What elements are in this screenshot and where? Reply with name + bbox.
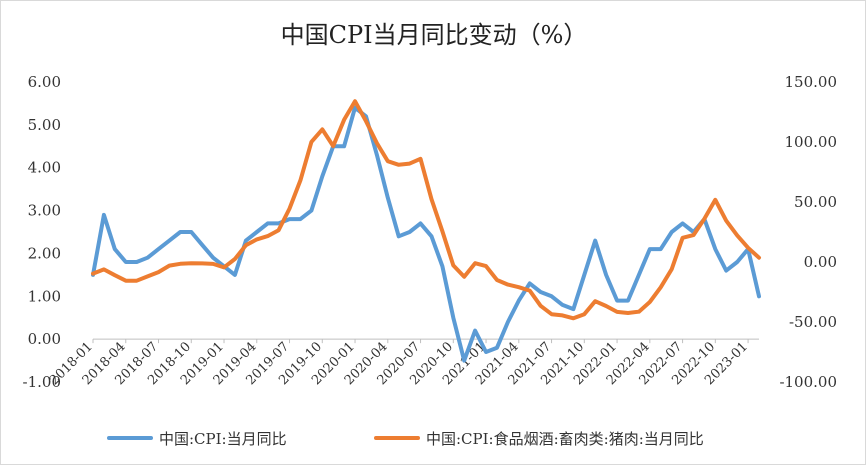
y-right-tick-label: 50.00 bbox=[794, 193, 837, 211]
y-left-tick-label: 5.00 bbox=[28, 116, 61, 134]
y-left-tick-label: 1.00 bbox=[28, 287, 61, 305]
y-right-tick-label: -100.00 bbox=[779, 373, 837, 391]
chart-title: 中国CPI当月同比变动（%） bbox=[281, 21, 588, 49]
series-line-1 bbox=[91, 105, 761, 363]
y-left-tick-label: 2.00 bbox=[28, 244, 61, 262]
y-right-tick-label: 0.00 bbox=[804, 253, 837, 271]
legend: 中国:CPI:当月同比 中国:CPI:食品烟酒:畜肉类:猪肉:当月同比 bbox=[107, 430, 704, 448]
y-right-tick-label: 100.00 bbox=[785, 133, 838, 151]
series-line-2 bbox=[91, 99, 761, 321]
y-left-tick-label: 4.00 bbox=[28, 159, 61, 177]
legend-label-1: 中国:CPI:当月同比 bbox=[159, 430, 287, 448]
y-left-tick-label: 3.00 bbox=[28, 202, 61, 220]
y-right-tick-label: 150.00 bbox=[785, 73, 838, 91]
y-left-tick-label: -1.00 bbox=[23, 373, 61, 391]
series-layer bbox=[91, 99, 761, 363]
y-left-tick-label: 6.00 bbox=[28, 73, 61, 91]
y-left-tick-label: 0.00 bbox=[28, 330, 61, 348]
y-right-tick-label: -50.00 bbox=[789, 313, 837, 331]
legend-label-2: 中国:CPI:食品烟酒:畜肉类:猪肉:当月同比 bbox=[426, 430, 704, 448]
